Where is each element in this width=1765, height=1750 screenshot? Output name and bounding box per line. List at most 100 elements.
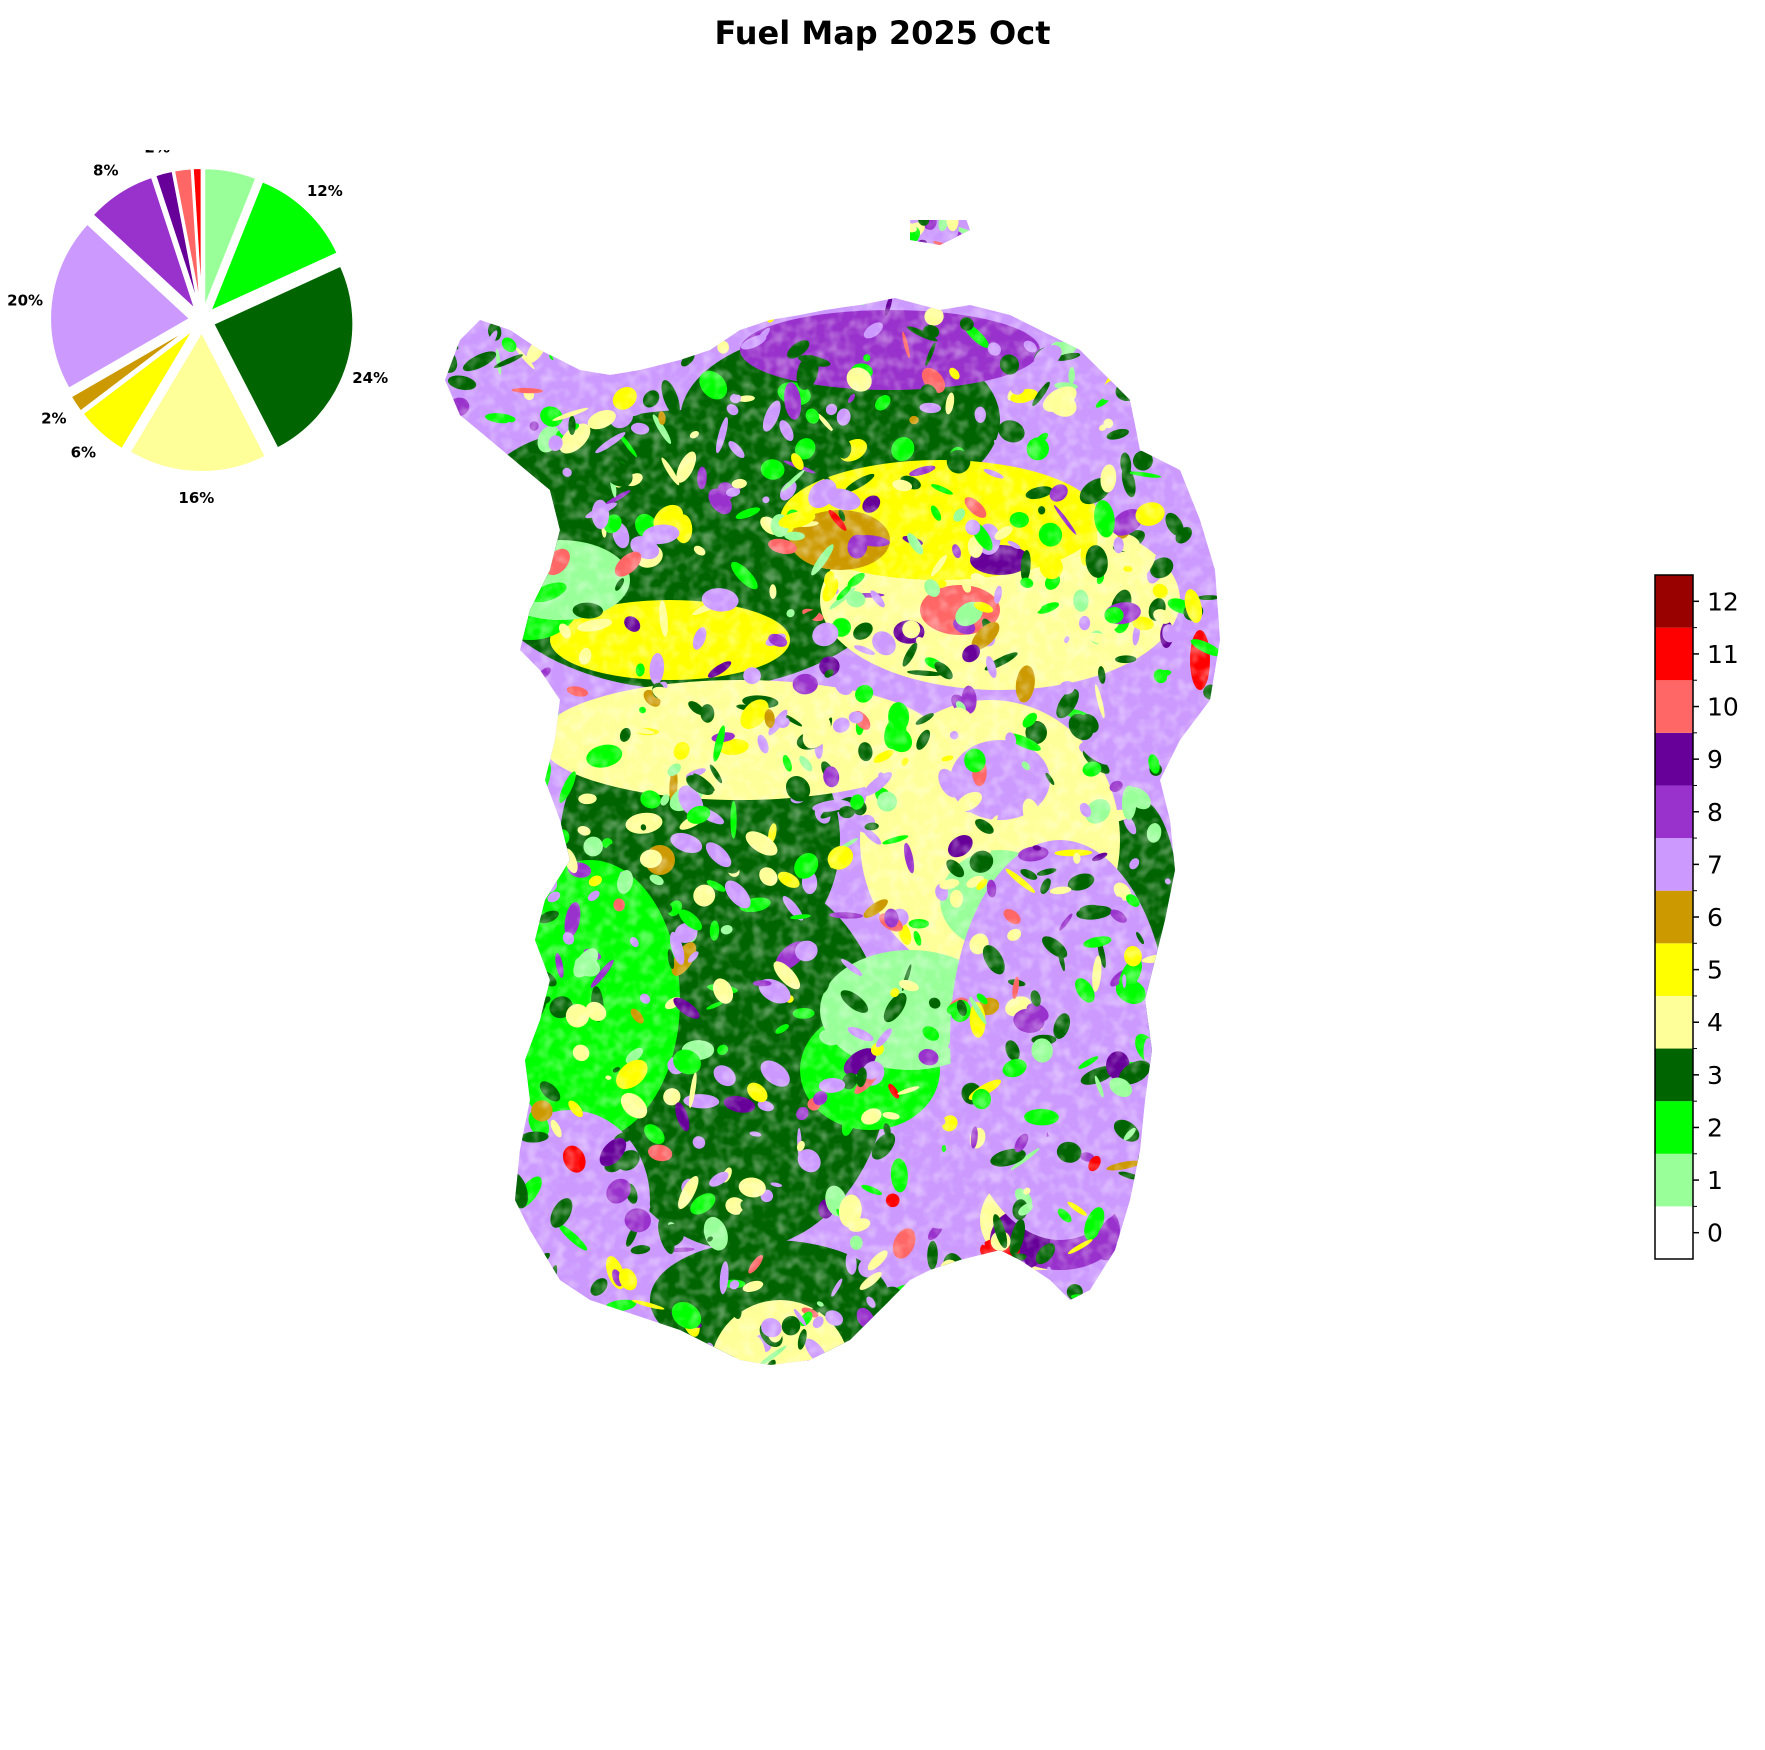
map-patch-class-1	[971, 1290, 995, 1316]
map-patch-class-1	[1199, 818, 1214, 829]
map-patch-class-5	[498, 878, 512, 894]
map-patch-class-7	[1098, 1345, 1112, 1357]
map-patch-class-4	[475, 446, 487, 464]
map-patch-class-7	[583, 1339, 603, 1348]
map-patch-class-7	[1095, 1328, 1115, 1351]
map-patch-class-1	[1000, 1324, 1023, 1352]
map-patch-class-5	[1202, 1071, 1218, 1089]
map-patch-class-3	[458, 1260, 474, 1274]
map-patch-class-3	[1168, 340, 1202, 351]
map-patch-class-3	[637, 325, 660, 346]
map-patch-class-7	[504, 1286, 515, 1296]
map-patch-class-7	[1212, 484, 1220, 508]
map-patch-class-4	[987, 1314, 1011, 1331]
colorbar-label-0: 0	[1707, 1219, 1723, 1248]
map-patch-class-7	[607, 257, 643, 272]
map-patch-class-5	[1185, 1021, 1214, 1049]
map-patch-class-4	[467, 220, 479, 245]
map-patch-class-2	[762, 248, 778, 280]
map-patch-class-8	[606, 1342, 617, 1360]
pie-slice-class-3	[211, 264, 355, 450]
map-patch-class-3	[1017, 1371, 1025, 1395]
map-patch-class-4	[687, 1380, 708, 1396]
map-patch-class-2	[521, 932, 530, 955]
map-patch-class-7	[1180, 880, 1193, 905]
map-patch-class-7	[488, 537, 511, 561]
map-patch-class-3	[1194, 331, 1203, 355]
fuel-class-pie-chart: 0%1%2%2%8%20%2%6%16%24%12%6%	[7, 150, 388, 507]
map-patch-class-2	[1180, 298, 1195, 312]
map-patch-class-5	[445, 734, 467, 759]
colorbar-swatch-5	[1655, 943, 1693, 996]
map-patch-class-4	[497, 1230, 521, 1240]
map-patch-class-2	[845, 227, 869, 255]
map-patch-class-2	[1186, 808, 1203, 822]
map-patch-class-7	[502, 628, 511, 646]
map-patch-class-3	[583, 290, 597, 311]
map-patch-class-5	[468, 1297, 484, 1323]
map-patch-class-4	[1163, 250, 1183, 279]
map-patch-class-7	[586, 275, 619, 303]
map-patch-class-1	[1224, 1075, 1232, 1087]
map-patch-class-7	[539, 248, 558, 269]
map-patch-class-5	[1183, 881, 1193, 913]
map-patch-class-3	[445, 1099, 465, 1126]
map-patch-class-7	[704, 264, 728, 284]
map-patch-class-3	[1044, 1362, 1064, 1365]
map-patch-class-5	[754, 221, 765, 230]
map-patch-class-7	[506, 1330, 529, 1365]
map-patch-class-3	[480, 682, 501, 706]
map-patch-class-4	[475, 498, 495, 527]
map-patch-class-4	[1202, 1147, 1220, 1159]
map-patch-class-4	[1189, 849, 1203, 857]
map-patch-class-10	[1138, 1241, 1154, 1262]
map-patch-class-4	[770, 220, 787, 224]
map-patch-class-5	[951, 262, 975, 286]
map-patch-class-4	[1202, 1299, 1219, 1324]
map-patch-class-3	[1204, 356, 1214, 384]
map-patch-class-7	[722, 220, 741, 228]
map-patch-class-2	[445, 1269, 465, 1286]
pie-label-class-9: 2%	[145, 150, 170, 157]
map-patch-class-3	[445, 892, 463, 902]
map-patch-class-7	[762, 238, 795, 267]
map-patch-class-5	[1153, 1066, 1165, 1078]
map-patch-class-5	[485, 1084, 515, 1102]
map-patch-class-3	[1190, 879, 1203, 892]
map-patch-class-4	[1132, 220, 1171, 222]
map-patch-class-2	[507, 741, 521, 762]
colorbar-label-10: 10	[1707, 693, 1739, 722]
map-patch-class-2	[460, 434, 477, 469]
map-patch-class-7	[500, 1074, 512, 1087]
map-patch-class-7	[847, 285, 864, 306]
map-patch-class-4	[1165, 1267, 1177, 1282]
colorbar-swatch-1	[1655, 1153, 1693, 1207]
map-patch-class-7	[1187, 407, 1204, 425]
map-patch-class-2	[1027, 237, 1044, 257]
map-patch-class-4	[501, 1279, 516, 1306]
map-patch-class-11	[1181, 1161, 1198, 1173]
map-patch-class-4	[583, 308, 598, 316]
map-patch-class-3	[505, 617, 521, 644]
map-patch-class-1	[445, 460, 455, 475]
map-patch-class-8	[1118, 1354, 1144, 1365]
map-patch-class-7	[1067, 1385, 1076, 1396]
map-patch-class-10	[1081, 238, 1096, 257]
colorbar-label-12: 12	[1707, 587, 1739, 616]
map-patch-class-5	[978, 275, 1006, 294]
map-patch-class-4	[445, 615, 464, 644]
map-patch-class-4	[1171, 270, 1186, 284]
map-patch-class-4	[1182, 220, 1206, 245]
map-patch-class-8	[449, 220, 478, 240]
map-patch-class-8	[646, 245, 666, 258]
colorbar-label-6: 6	[1707, 903, 1723, 932]
map-patch-class-3	[1187, 1107, 1201, 1121]
map-patch-class-5	[1178, 247, 1203, 272]
map-patch-class-4	[486, 1006, 506, 1032]
map-patch-class-4	[920, 1284, 938, 1300]
map-patch-class-7	[1183, 1263, 1198, 1280]
map-patch-class-3	[1210, 714, 1220, 735]
map-patch-class-4	[1204, 489, 1216, 502]
map-patch-class-8	[1058, 264, 1071, 292]
map-patch-class-7	[445, 1172, 465, 1200]
